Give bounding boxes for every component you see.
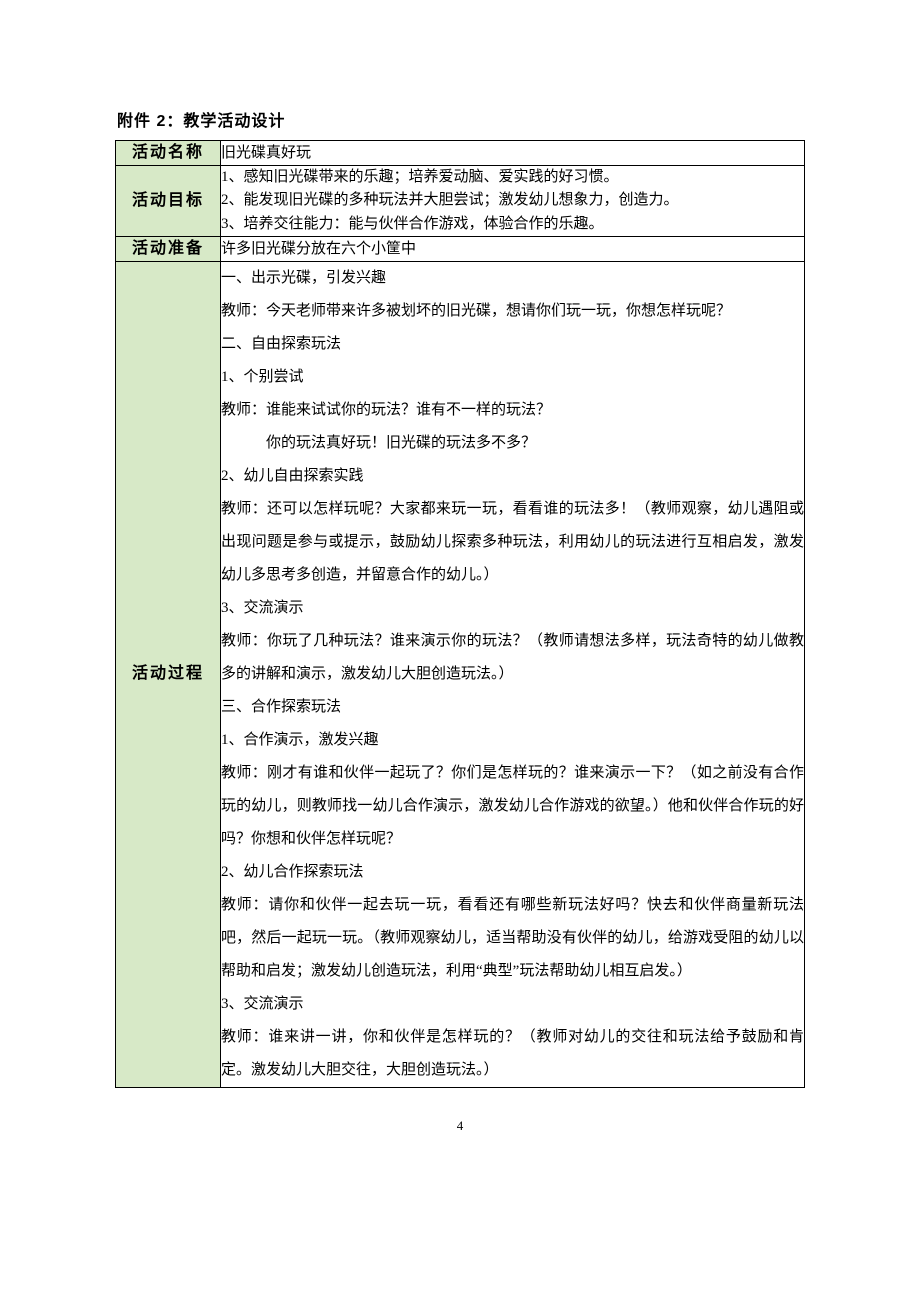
process-line: 3、交流演示 [221,592,804,625]
process-line: 教师：你玩了几种玩法？谁来演示你的玩法？（教师请想法多样，玩法奇特的幼儿做教多的… [221,625,804,691]
process-line: 教师：谁来讲一讲，你和伙伴是怎样玩的？（教师对幼儿的交往和玩法给予鼓励和肯定。激… [221,1021,804,1087]
process-line: 教师：还可以怎样玩呢？大家都来玩一玩，看看谁的玩法多！（教师观察，幼儿遇阻或出现… [221,493,804,592]
process-line: 1、合作演示，激发兴趣 [221,724,804,757]
content-activity-prep: 许多旧光碟分放在六个小筐中 [221,236,805,261]
goal-line: 3、培养交往能力：能与伙伴合作游戏，体验合作的乐趣。 [221,213,804,236]
process-line: 3、交流演示 [221,988,804,1021]
process-line: 三、合作探索玩法 [221,691,804,724]
content-activity-process: 一、出示光碟，引发兴趣教师：今天老师带来许多被划坏的旧光碟，想请你们玩一玩，你想… [221,261,805,1087]
row-activity-process: 活动过程 一、出示光碟，引发兴趣教师：今天老师带来许多被划坏的旧光碟，想请你们玩… [116,261,805,1087]
label-activity-process: 活动过程 [116,261,221,1087]
process-line: 教师：今天老师带来许多被划坏的旧光碟，想请你们玩一玩，你想怎样玩呢？ [221,295,804,328]
label-activity-name: 活动名称 [116,141,221,166]
process-line: 1、个别尝试 [221,361,804,394]
process-line: 2、幼儿自由探索实践 [221,460,804,493]
process-line: 教师：刚才有谁和伙伴一起玩了？你们是怎样玩的？谁来演示一下？（如之前没有合作玩的… [221,757,804,856]
goal-line: 1、感知旧光碟带来的乐趣；培养爱动脑、爱实践的好习惯。 [221,166,804,189]
label-activity-prep: 活动准备 [116,236,221,261]
process-line: 教师：请你和伙伴一起去玩一玩，看看还有哪些新玩法好吗？快去和伙伴商量新玩法吧，然… [221,889,804,988]
content-activity-goals: 1、感知旧光碟带来的乐趣；培养爱动脑、爱实践的好习惯。 2、能发现旧光碟的多种玩… [221,166,805,237]
lesson-plan-table: 活动名称 旧光碟真好玩 活动目标 1、感知旧光碟带来的乐趣；培养爱动脑、爱实践的… [115,140,805,1088]
process-line: 你的玩法真好玩！旧光碟的玩法多不多？ [221,427,804,460]
content-activity-name: 旧光碟真好玩 [221,141,805,166]
label-activity-goals: 活动目标 [116,166,221,237]
row-activity-prep: 活动准备 许多旧光碟分放在六个小筐中 [116,236,805,261]
process-line: 一、出示光碟，引发兴趣 [221,262,804,295]
process-line: 二、自由探索玩法 [221,328,804,361]
process-line: 教师：谁能来试试你的玩法？谁有不一样的玩法？ [221,394,804,427]
attachment-title: 附件 2：教学活动设计 [117,110,805,134]
row-activity-goals: 活动目标 1、感知旧光碟带来的乐趣；培养爱动脑、爱实践的好习惯。 2、能发现旧光… [116,166,805,237]
goal-line: 2、能发现旧光碟的多种玩法并大胆尝试；激发幼儿想象力，创造力。 [221,189,804,212]
row-activity-name: 活动名称 旧光碟真好玩 [116,141,805,166]
page-number: 4 [115,1116,805,1136]
process-line: 2、幼儿合作探索玩法 [221,856,804,889]
